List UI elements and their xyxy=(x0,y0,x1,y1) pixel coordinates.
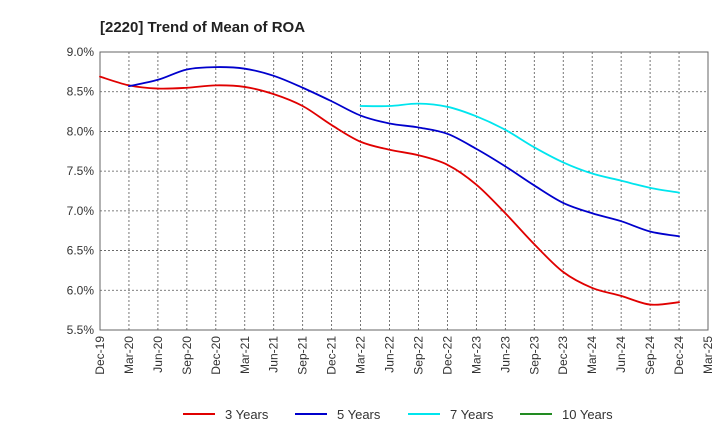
x-axis-ticks: Dec-19 Mar-20 Jun-20 Sep-20 Dec-20 Mar-21 Jun-… xyxy=(93,336,715,375)
x-tick-label: Sep-23 xyxy=(527,336,541,375)
x-tick-label: Mar-25 xyxy=(701,336,715,374)
x-tick-label: Jun-23 xyxy=(498,336,512,373)
chart-title: [2220] Trend of Mean of ROA xyxy=(100,19,305,36)
x-tick-label: Sep-24 xyxy=(643,336,657,375)
x-tick-label: Dec-19 xyxy=(93,336,107,375)
legend: 3 Years 5 Years 7 Years 10 Years xyxy=(183,407,613,422)
x-tick-label: Mar-24 xyxy=(585,336,599,374)
x-tick-label: Dec-21 xyxy=(325,336,339,375)
y-tick-label: 6.0% xyxy=(67,283,95,297)
legend-label-7-years: 7 Years xyxy=(450,407,494,422)
legend-label-3-years: 3 Years xyxy=(225,407,269,422)
x-tick-label: Jun-24 xyxy=(614,336,628,373)
x-tick-label: Sep-20 xyxy=(180,336,194,375)
series-layer xyxy=(99,66,680,306)
x-tick-label: Mar-23 xyxy=(469,336,483,374)
y-tick-label: 7.5% xyxy=(67,164,95,178)
x-tick-label: Jun-21 xyxy=(267,336,281,373)
y-tick-label: 9.0% xyxy=(67,45,95,59)
y-tick-label: 7.0% xyxy=(67,204,95,218)
series-line-3-years xyxy=(99,75,680,306)
y-tick-label: 5.5% xyxy=(67,323,95,337)
grid-layer xyxy=(100,52,708,330)
x-tick-label: Dec-24 xyxy=(672,336,686,375)
y-axis-ticks: 5.5% 6.0% 6.5% 7.0% 7.5% 8.0% 8.5% 9.0% xyxy=(67,45,95,337)
plot-area-frame xyxy=(99,51,709,331)
y-tick-label: 8.0% xyxy=(67,124,95,138)
x-tick-label: Dec-20 xyxy=(209,336,223,375)
x-tick-label: Sep-21 xyxy=(296,336,310,375)
x-tick-label: Mar-21 xyxy=(238,336,252,374)
series-line-5-years xyxy=(128,66,680,238)
x-tick-label: Mar-20 xyxy=(122,336,136,374)
x-tick-label: Jun-22 xyxy=(383,336,397,373)
y-tick-label: 8.5% xyxy=(67,85,95,99)
x-tick-label: Mar-22 xyxy=(354,336,368,374)
x-tick-label: Jun-20 xyxy=(151,336,165,373)
x-tick-label: Sep-22 xyxy=(411,336,425,375)
legend-label-5-years: 5 Years xyxy=(337,407,381,422)
legend-label-10-years: 10 Years xyxy=(562,407,613,422)
y-tick-label: 6.5% xyxy=(67,244,95,258)
x-tick-label: Dec-22 xyxy=(440,336,454,375)
series-line-7-years xyxy=(359,102,680,194)
x-tick-label: Dec-23 xyxy=(556,336,570,375)
